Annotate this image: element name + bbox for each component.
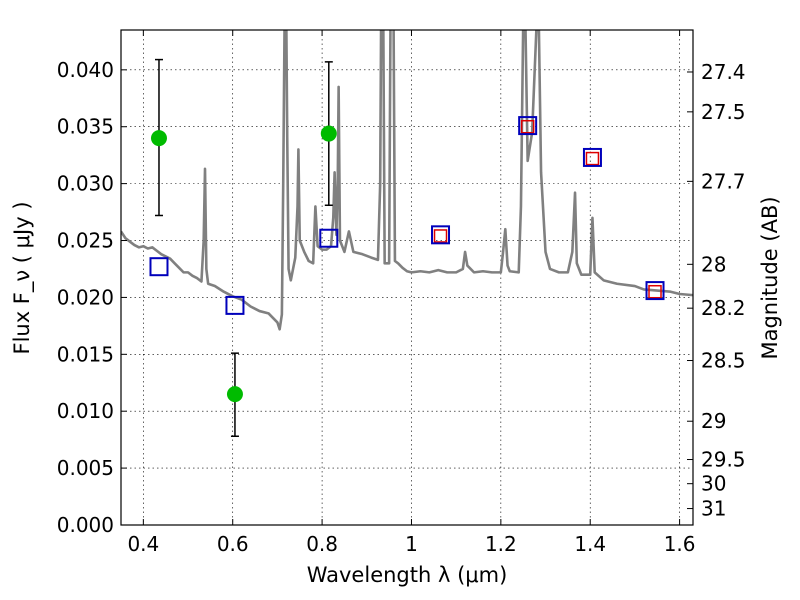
photometry-point-0 xyxy=(150,130,167,147)
model-box-blue-2 xyxy=(319,228,339,248)
y2-tick-label-8: 30 xyxy=(701,472,726,496)
gridlines xyxy=(121,30,693,526)
photometry-layer xyxy=(150,58,337,437)
y-tick-label-2: 0.010 xyxy=(57,399,114,423)
model-box-blue-3 xyxy=(431,225,451,245)
model-box-red-0 xyxy=(433,229,448,243)
y-tick-label-7: 0.035 xyxy=(57,115,114,139)
x-axis-label: Wavelength λ (μm) xyxy=(307,563,508,587)
model-box-blue-5 xyxy=(582,147,602,167)
photometry-point-2 xyxy=(320,125,337,142)
y-tick-label-4: 0.020 xyxy=(57,285,114,309)
x-tick-label-6: 1.6 xyxy=(664,532,696,556)
y-tick-label-8: 0.040 xyxy=(57,58,114,82)
model-box-red-1 xyxy=(520,119,535,134)
x-tick-label-2: 0.8 xyxy=(306,532,338,556)
x-tick-label-0: 0.4 xyxy=(127,532,159,556)
x-tick-label-4: 1.2 xyxy=(485,532,517,556)
y-tick-label-6: 0.030 xyxy=(57,172,114,196)
model-box-red-3 xyxy=(648,284,662,299)
y-tick-label-5: 0.025 xyxy=(57,229,114,253)
model-box-blue-1 xyxy=(225,295,245,315)
y2-tick-label-2: 27.7 xyxy=(701,169,746,193)
y-tick-label-0: 0.000 xyxy=(57,513,114,537)
axis-ticks: 0.4 0.6 0.8 1 1.2 1.4 1.6 0.000 0.005 0.010 0.015 0… xyxy=(57,30,746,556)
spectrum-layer xyxy=(121,30,693,331)
model-box-red-2 xyxy=(585,151,600,166)
x-tick-label-1: 0.6 xyxy=(217,532,249,556)
y2-axis-label: Magnitude (AB) xyxy=(758,196,782,359)
spectrum-line xyxy=(121,30,693,331)
model-box-blue-4 xyxy=(518,116,538,136)
y2-tick-label-6: 29 xyxy=(701,409,726,433)
photometry-point-1 xyxy=(226,386,243,403)
y2-tick-label-0: 27.4 xyxy=(701,60,746,84)
x-tick-label-5: 1.4 xyxy=(574,532,606,556)
y2-tick-label-1: 27.5 xyxy=(701,100,746,124)
model-box-blue-6 xyxy=(645,281,665,301)
model-boxes-layer xyxy=(149,116,665,315)
y2-tick-label-3: 28 xyxy=(701,252,726,276)
y2-tick-label-5: 28.5 xyxy=(701,349,746,373)
y-axis-label: Flux F_ν ( μJy ) xyxy=(10,201,35,354)
y2-tick-label-4: 28.2 xyxy=(701,296,746,320)
model-box-blue-0 xyxy=(149,257,169,277)
y2-tick-label-9: 31 xyxy=(701,497,726,521)
y-tick-label-1: 0.005 xyxy=(57,456,114,480)
y-tick-label-3: 0.015 xyxy=(57,342,114,366)
plot-area xyxy=(121,30,693,525)
x-tick-label-3: 1 xyxy=(405,532,418,556)
plot-frame xyxy=(120,29,694,526)
y2-tick-label-7: 29.5 xyxy=(701,448,746,472)
